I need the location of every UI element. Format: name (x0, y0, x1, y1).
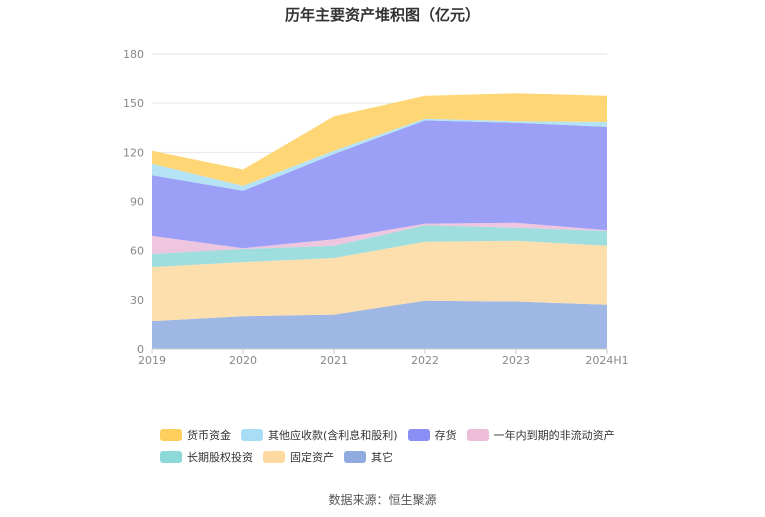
legend-label: 其它 (371, 451, 393, 464)
legend-item[interactable]: 其他应收款(含利息和股利) (241, 427, 398, 443)
y-tick-label: 60 (130, 245, 144, 258)
area-series (152, 300, 607, 349)
legend-row: 货币资金 其他应收款(含利息和股利) 存货 一年内到期的非流动资产 (160, 424, 630, 446)
legend-swatch (344, 451, 366, 463)
legend-label: 固定资产 (290, 451, 334, 464)
x-tick-label: 2022 (411, 354, 439, 367)
y-tick-label: 90 (130, 196, 144, 209)
chart-legend: 货币资金 其他应收款(含利息和股利) 存货 一年内到期的非流动资产 长期股权投资 固定资… (160, 424, 630, 468)
y-tick-label: 120 (123, 146, 144, 159)
y-tick-label: 150 (123, 97, 144, 110)
legend-item[interactable]: 存货 (407, 427, 457, 443)
x-tick-label: 2019 (138, 354, 166, 367)
area-series (152, 120, 607, 249)
legend-label: 长期股权投资 (187, 451, 253, 464)
legend-swatch (466, 429, 489, 441)
legend-label: 一年内到期的非流动资产 (493, 429, 615, 442)
y-tick-label: 30 (130, 294, 144, 307)
area-series (152, 225, 607, 268)
legend-swatch (160, 451, 182, 463)
legend-item[interactable]: 货币资金 (160, 427, 231, 443)
legend-label: 其他应收款(含利息和股利) (268, 429, 398, 442)
x-tick-label: 2023 (502, 354, 530, 367)
legend-item[interactable]: 固定资产 (263, 449, 334, 465)
legend-swatch (160, 429, 182, 441)
area-series (152, 222, 607, 254)
legend-item[interactable]: 一年内到期的非流动资产 (466, 427, 615, 443)
stacked-area-chart: 0 30 60 90 120 150 180 2019 2020 2021 2022 2023 2024… (123, 48, 629, 367)
area-series (152, 93, 607, 186)
legend-swatch (241, 429, 263, 441)
data-source: 数据来源：恒生聚源 (328, 493, 437, 507)
legend-item[interactable]: 长期股权投资 (160, 449, 253, 465)
legend-swatch (407, 429, 430, 441)
x-tick-label: 2024H1 (585, 354, 628, 367)
chart-title: 历年主要资产堆积图（亿元） (284, 6, 480, 24)
legend-swatch (263, 451, 285, 463)
legend-item[interactable]: 其它 (344, 449, 393, 465)
legend-label: 货币资金 (187, 429, 231, 442)
y-tick-label: 0 (137, 343, 144, 356)
x-tick-label: 2021 (320, 354, 348, 367)
legend-label: 存货 (434, 429, 457, 442)
x-tick-label: 2020 (229, 354, 257, 367)
legend-row: 长期股权投资 固定资产 其它 (160, 446, 630, 468)
area-series (152, 240, 607, 322)
y-tick-label: 180 (123, 48, 144, 61)
